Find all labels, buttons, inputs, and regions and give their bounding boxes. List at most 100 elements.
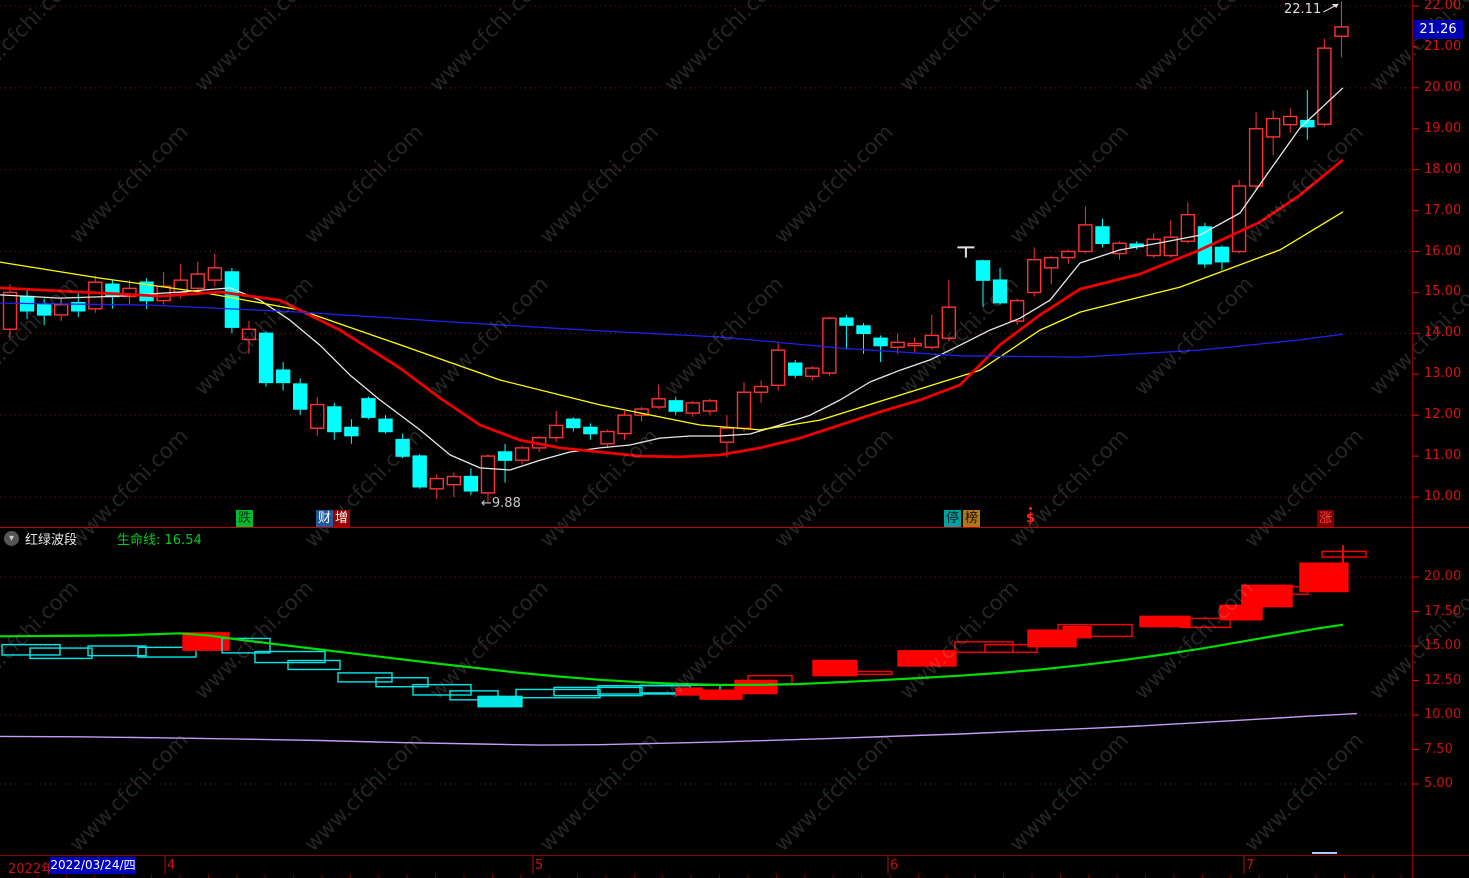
- candle: [1026, 258, 1042, 294]
- candle: [275, 369, 291, 384]
- event-badge-增[interactable]: 增: [333, 510, 350, 527]
- candle: [651, 398, 666, 408]
- MA-red: [0, 158, 1344, 459]
- candle: [1061, 250, 1076, 259]
- candle: [924, 334, 939, 348]
- candle: [1146, 238, 1161, 257]
- candle: [1078, 224, 1093, 253]
- bottom-axis-border: [0, 855, 1469, 856]
- candle: [480, 455, 496, 494]
- price-axis-label: 20.00: [1424, 569, 1462, 584]
- candle: [583, 426, 598, 435]
- band-box: [699, 689, 743, 700]
- price-axis-label: 14.00: [1424, 325, 1462, 341]
- band-box: [412, 683, 472, 696]
- candle: [1044, 256, 1059, 269]
- candle: [566, 418, 581, 429]
- MA-blue: [0, 302, 1344, 358]
- candle: [753, 385, 769, 393]
- band-box: [1219, 604, 1263, 621]
- month-label-4: 4: [167, 858, 176, 873]
- candle: [514, 447, 530, 461]
- candle: [241, 328, 257, 341]
- band-box: [1299, 562, 1349, 593]
- band-box: [515, 688, 601, 699]
- selected-date[interactable]: 2022/03/24/四: [50, 857, 136, 874]
- candle: [429, 477, 444, 490]
- indicator-name[interactable]: 红绿波段: [25, 532, 78, 548]
- band-box: [477, 695, 523, 708]
- candle: [1283, 115, 1298, 126]
- life-line-value: 生命线: 16.54: [117, 532, 202, 548]
- last-price-badge: 21.26: [1413, 20, 1463, 39]
- candle: [805, 367, 820, 377]
- right-axis-border: [1412, 0, 1413, 878]
- band-box: [29, 647, 93, 660]
- candle: [344, 426, 359, 437]
- candle: [1248, 128, 1264, 187]
- life-line: [0, 623, 1344, 687]
- month-label-6: 6: [890, 858, 899, 873]
- candle: [992, 279, 1008, 304]
- band-box: [87, 645, 147, 657]
- event-badge-涨[interactable]: 涨: [1317, 510, 1334, 527]
- event-badge-跌[interactable]: 跌: [236, 510, 253, 527]
- candle: [668, 400, 683, 412]
- candle: [190, 273, 205, 290]
- candle: [207, 267, 223, 281]
- price-axis-label: 19.00: [1424, 120, 1462, 136]
- price-axis-label: 5.00: [1424, 776, 1453, 791]
- band-box: [221, 637, 271, 654]
- baseline-lavender: [0, 712, 1358, 746]
- candle: [463, 475, 479, 492]
- band-box: [839, 670, 893, 675]
- candle: [2, 291, 18, 330]
- chevron-down-icon[interactable]: ▾: [4, 530, 19, 546]
- candle: [446, 475, 462, 486]
- MA-white: [0, 87, 1344, 471]
- band-box: [984, 643, 1038, 653]
- candle: [88, 281, 103, 310]
- candle: [258, 332, 274, 384]
- event-badge-$[interactable]: $: [1022, 507, 1039, 527]
- band-box: [137, 646, 197, 658]
- band-box: [1139, 615, 1191, 628]
- candle: [873, 337, 888, 347]
- candle: [327, 406, 342, 433]
- price-axis-label: 16.00: [1424, 243, 1462, 259]
- price-axis-label: 12.50: [1424, 672, 1462, 688]
- price-axis-label: 21.00: [1424, 38, 1462, 54]
- high-price-annotation: 22.11: [1284, 2, 1322, 17]
- candle: [310, 403, 325, 429]
- candle: [378, 418, 393, 433]
- candle: [1334, 26, 1349, 37]
- event-badge-榜[interactable]: 榜: [963, 510, 980, 527]
- month-label-7: 7: [1246, 858, 1255, 873]
- price-axis-label: 18.00: [1424, 161, 1462, 177]
- band-box: [254, 650, 326, 664]
- event-badge-停[interactable]: 停: [944, 510, 961, 527]
- band-box: [897, 650, 957, 667]
- band-box: [1057, 623, 1133, 638]
- candle: [770, 349, 786, 386]
- indicator-header: ▾ 红绿波段 生命线: 16.54: [4, 529, 202, 548]
- candle: [549, 424, 564, 439]
- band-box: [954, 641, 1014, 653]
- band-box: [375, 677, 429, 688]
- panel-separator: [0, 527, 1469, 528]
- event-badge-财[interactable]: 财: [316, 510, 333, 527]
- band-box: [287, 659, 341, 671]
- price-axis-label: 15.00: [1424, 638, 1462, 653]
- price-axis-label: 10.00: [1424, 489, 1462, 504]
- band-box: [812, 659, 858, 677]
- low-price-annotation: ←9.88: [481, 496, 521, 511]
- price-axis-label: 17.50: [1424, 603, 1462, 619]
- candle: [36, 303, 52, 316]
- candle: [412, 455, 427, 488]
- candle: [1265, 117, 1281, 138]
- candle: [736, 391, 752, 429]
- band-box: [1241, 584, 1293, 608]
